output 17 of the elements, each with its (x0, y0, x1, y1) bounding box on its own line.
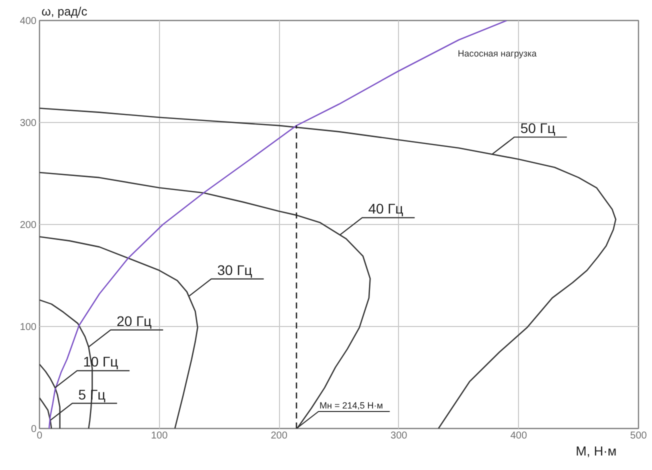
y-tick-label: 100 (20, 322, 37, 333)
x-axis-title: M, Н·м (576, 444, 617, 458)
annotation: 40 Гц (368, 200, 404, 217)
annotation: 20 Гц (116, 312, 152, 329)
y-tick-label: 200 (20, 220, 37, 231)
x-tick-label: 200 (270, 430, 288, 442)
y-tick-label: 400 (20, 16, 37, 27)
series-label: Насосная нагрузка (458, 48, 537, 58)
x-tick-label: 300 (390, 430, 408, 442)
annotation: Мн = 214,5 Н·м (319, 400, 383, 410)
x-tick-label: 500 (630, 430, 648, 442)
annotation: 50 Гц (520, 120, 556, 136)
y-axis-title: ω, рад/с (42, 4, 88, 18)
x-tick-label: 100 (150, 430, 168, 442)
x-tick-label: 400 (510, 430, 528, 442)
annotation: 30 Гц (217, 262, 252, 278)
y-tick-label: 300 (20, 118, 37, 129)
